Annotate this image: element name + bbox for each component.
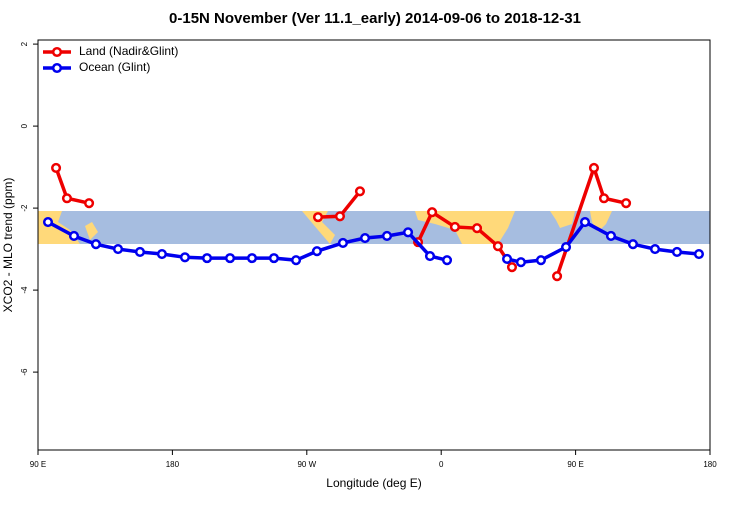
chart-title: 0-15N November (Ver 11.1_early) 2014-09-… xyxy=(169,10,581,27)
point xyxy=(381,230,393,242)
legend-marker xyxy=(51,62,63,74)
point xyxy=(61,193,73,204)
point xyxy=(312,212,324,223)
plot-frame xyxy=(37,39,711,451)
point xyxy=(51,162,62,173)
x-axis-label: Longitude (deg E) xyxy=(326,476,421,490)
point xyxy=(588,162,600,173)
point xyxy=(621,198,632,209)
point xyxy=(134,246,146,258)
point xyxy=(598,193,610,204)
point xyxy=(502,253,513,264)
legend-label: Land (Nadir&Glint) xyxy=(79,44,178,58)
y-tick-label: 2 xyxy=(20,41,29,46)
point xyxy=(90,239,101,250)
y-tick-label: -2 xyxy=(20,204,29,212)
y-tick-label: -6 xyxy=(20,368,29,376)
point xyxy=(552,271,563,282)
point xyxy=(535,255,547,266)
legend-marker xyxy=(51,46,63,58)
point xyxy=(492,241,503,252)
x-tick-label: 90 W xyxy=(297,460,316,469)
point xyxy=(693,248,704,260)
point xyxy=(471,223,483,234)
y-tick-label: -4 xyxy=(20,286,29,294)
x-tick-label: 180 xyxy=(703,460,717,469)
point xyxy=(671,246,683,258)
point xyxy=(354,186,366,197)
point xyxy=(515,257,526,268)
point xyxy=(201,253,213,264)
point xyxy=(427,207,438,218)
point xyxy=(627,239,638,250)
point xyxy=(84,198,95,209)
point xyxy=(112,244,124,255)
point xyxy=(268,253,279,264)
x-tick-label: 90 E xyxy=(567,460,583,469)
point xyxy=(334,211,346,222)
point xyxy=(579,216,591,228)
point xyxy=(605,230,617,242)
landmass xyxy=(85,222,98,240)
point xyxy=(402,227,414,238)
point xyxy=(359,232,371,244)
legend-label: Ocean (Glint) xyxy=(79,60,150,74)
point xyxy=(441,255,453,266)
point xyxy=(424,251,436,262)
point xyxy=(246,253,258,264)
point xyxy=(649,244,661,255)
point xyxy=(156,248,167,260)
x-tick-label: 90 E xyxy=(30,460,46,469)
point xyxy=(449,221,460,233)
y-tick-label: 0 xyxy=(20,123,29,128)
x-tick-label: 180 xyxy=(166,460,180,469)
point xyxy=(68,230,80,242)
y-axis-label: XCO2 - MLO trend (ppm) xyxy=(1,178,15,313)
landmass xyxy=(550,211,575,228)
landmass xyxy=(302,211,335,244)
point xyxy=(290,255,302,266)
point xyxy=(506,262,518,273)
x-tick-label: 0 xyxy=(439,460,444,469)
point xyxy=(560,242,572,253)
point xyxy=(224,253,236,264)
point xyxy=(311,246,323,257)
point xyxy=(337,237,348,248)
point xyxy=(179,252,190,263)
point xyxy=(42,216,54,228)
